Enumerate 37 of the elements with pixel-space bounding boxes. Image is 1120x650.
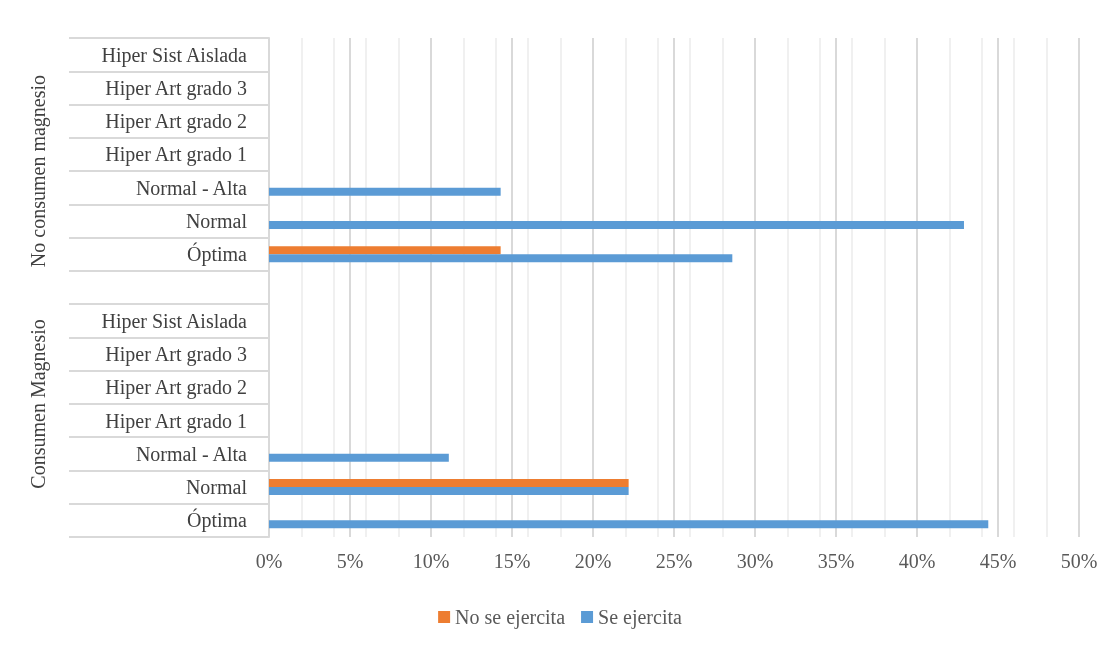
bar <box>269 479 629 488</box>
y-tick-label: Normal <box>185 476 248 499</box>
x-tick-label: 0% <box>255 550 283 572</box>
x-tick-label: 10% <box>412 550 450 572</box>
x-tick-label: 30% <box>736 550 774 572</box>
x-tick-label: 35% <box>817 550 855 572</box>
y-tick-label: Hiper Art grado 2 <box>105 110 247 134</box>
bar <box>269 487 629 496</box>
bar <box>269 520 989 529</box>
bar <box>269 220 964 229</box>
legend-label: No se ejercita <box>455 606 566 629</box>
bar <box>269 187 501 196</box>
x-tick-label: 50% <box>1060 550 1098 572</box>
x-tick-label: 15% <box>493 550 531 572</box>
y-tick-label: Hiper Sist Aislada <box>101 43 248 67</box>
y-tick-label: Óptima <box>187 508 248 533</box>
x-tick-label: 20% <box>574 550 612 572</box>
y-tick-label: Hiper Art grado 2 <box>105 376 247 400</box>
y-tick-label: Hiper Art grado 1 <box>105 409 247 433</box>
x-tick-label: 40% <box>898 550 936 572</box>
y-tick-label: Hiper Sist Aislada <box>101 309 248 333</box>
y-tick-label: Hiper Art grado 3 <box>105 76 247 100</box>
text: Consumen Magnesio <box>27 319 50 489</box>
y-tick-label: Hiper Art grado 1 <box>105 143 247 167</box>
bar <box>269 246 501 255</box>
bar <box>269 254 733 263</box>
y-tick-label: Óptima <box>187 242 248 267</box>
text: No consumen magnesio <box>27 74 50 268</box>
y-tick-label: Normal - Alta <box>135 176 248 199</box>
y-tick-label: Hiper Art grado 3 <box>105 343 247 367</box>
y-tick-label: Normal <box>185 209 248 232</box>
legend-label: Se ejercita <box>598 606 683 629</box>
x-tick-label: 5% <box>336 550 364 572</box>
y-tick-label: Normal - Alta <box>135 442 248 465</box>
x-tick-label: 25% <box>655 550 693 572</box>
x-tick-label: 45% <box>979 550 1017 572</box>
bar <box>269 453 449 462</box>
